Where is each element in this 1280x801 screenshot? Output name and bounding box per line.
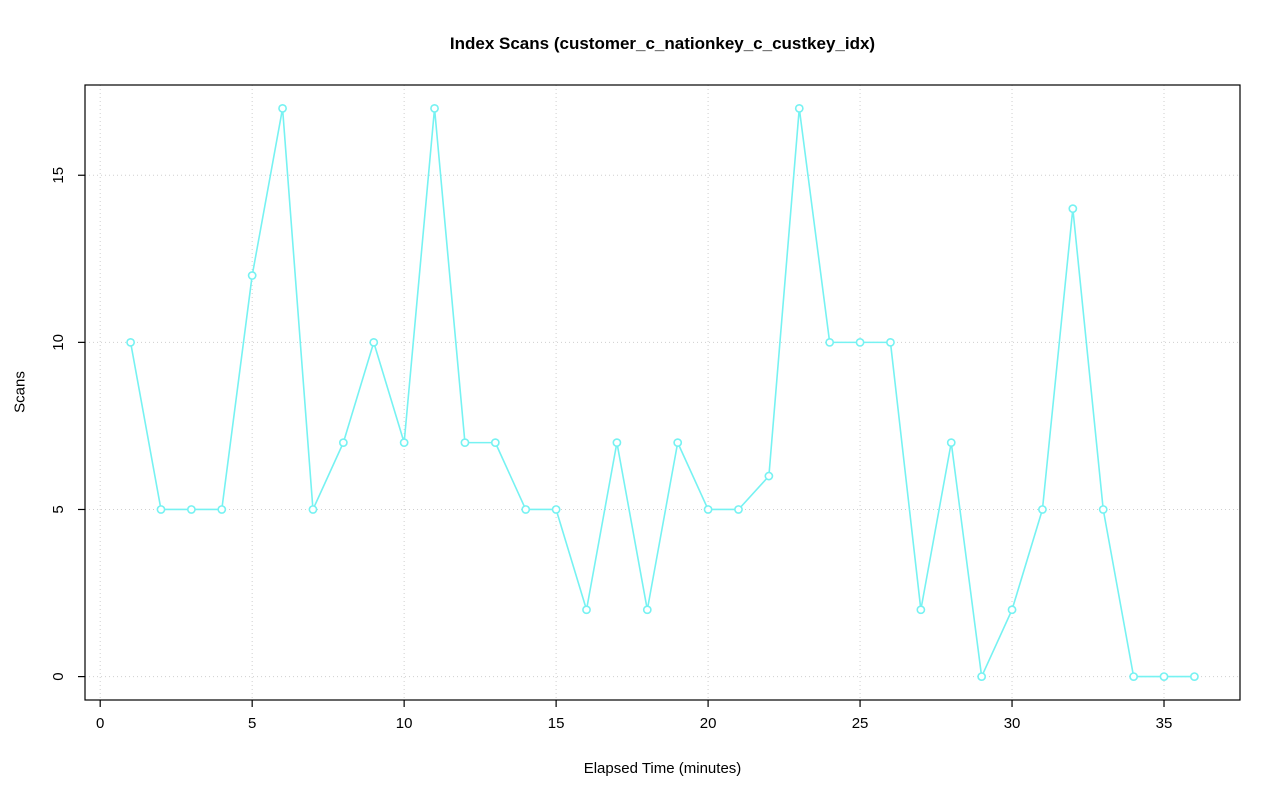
svg-text:5: 5	[248, 715, 256, 732]
svg-text:30: 30	[1004, 715, 1021, 732]
svg-text:10: 10	[396, 715, 413, 732]
svg-text:5: 5	[50, 505, 67, 513]
chart-title: Index Scans (customer_c_nationkey_c_cust…	[449, 34, 876, 53]
svg-text:35: 35	[1156, 715, 1173, 732]
x-axis-label: Elapsed Time (minutes)	[583, 760, 742, 777]
svg-text:10: 10	[50, 334, 67, 351]
svg-text:0: 0	[96, 715, 104, 732]
svg-text:25: 25	[852, 715, 869, 732]
svg-text:20: 20	[700, 715, 717, 732]
svg-text:0: 0	[50, 672, 67, 680]
svg-text:15: 15	[548, 715, 565, 732]
svg-text:15: 15	[50, 167, 67, 184]
y-axis-label: Scans	[11, 371, 29, 413]
